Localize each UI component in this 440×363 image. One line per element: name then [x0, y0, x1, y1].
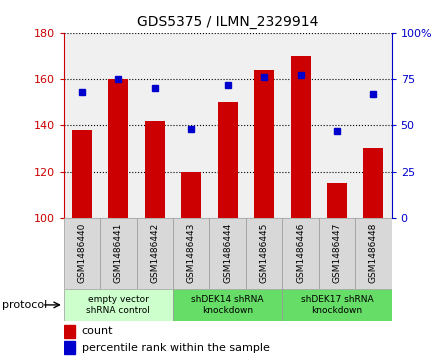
Bar	[319, 218, 355, 289]
Bar	[290, 56, 311, 218]
Text: GSM1486444: GSM1486444	[223, 223, 232, 283]
Text: shDEK17 shRNA
knockdown: shDEK17 shRNA knockdown	[301, 295, 373, 315]
Text: protocol: protocol	[2, 300, 47, 310]
Text: empty vector
shRNA control: empty vector shRNA control	[87, 295, 150, 315]
Text: GSM1486440: GSM1486440	[77, 223, 87, 284]
Text: GSM1486443: GSM1486443	[187, 223, 196, 284]
Bar	[282, 289, 392, 321]
Bar	[363, 148, 383, 218]
Text: GSM1486447: GSM1486447	[333, 223, 341, 284]
Bar	[218, 102, 238, 218]
Bar	[209, 218, 246, 289]
Bar	[100, 218, 137, 289]
Bar	[254, 70, 274, 218]
Text: GSM1486441: GSM1486441	[114, 223, 123, 284]
Title: GDS5375 / ILMN_2329914: GDS5375 / ILMN_2329914	[137, 15, 319, 29]
Bar	[246, 218, 282, 289]
Bar	[64, 341, 75, 354]
Text: count: count	[82, 326, 114, 336]
Text: GSM1486446: GSM1486446	[296, 223, 305, 284]
Text: shDEK14 shRNA
knockdown: shDEK14 shRNA knockdown	[191, 295, 264, 315]
Text: GSM1486448: GSM1486448	[369, 223, 378, 284]
Text: GSM1486442: GSM1486442	[150, 223, 159, 283]
Bar	[173, 289, 282, 321]
Bar	[64, 289, 173, 321]
Text: percentile rank within the sample: percentile rank within the sample	[82, 343, 270, 352]
Bar	[64, 325, 75, 338]
Bar	[108, 79, 128, 218]
Text: GSM1486445: GSM1486445	[260, 223, 269, 284]
Bar	[355, 218, 392, 289]
Bar	[181, 171, 201, 218]
Bar	[145, 121, 165, 218]
Bar	[72, 130, 92, 218]
Bar	[173, 218, 209, 289]
Bar	[327, 183, 347, 218]
Bar	[64, 218, 100, 289]
Bar	[282, 218, 319, 289]
Bar	[137, 218, 173, 289]
